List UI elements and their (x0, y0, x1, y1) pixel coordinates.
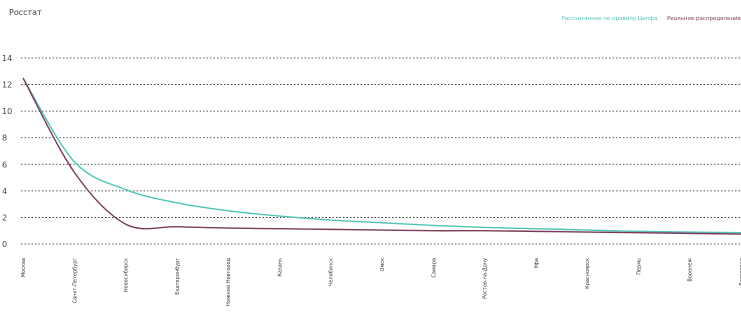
x-tick-label: Самара (431, 258, 437, 278)
y-tick-label: 6 (2, 160, 7, 169)
y-tick-label: 14 (2, 54, 12, 63)
y-tick-label: 4 (2, 187, 7, 196)
x-tick-label: Казань (277, 258, 283, 277)
x-tick-label: Санкт-Петербург (72, 258, 78, 304)
series-line-1 (22, 77, 741, 235)
x-tick-label: Челябинск (329, 258, 335, 286)
x-tick-label: Нижний Новгород (225, 257, 232, 306)
x-tick-label: Пермь (636, 258, 642, 275)
y-tick-label: 10 (2, 107, 12, 116)
x-tick-label: Ростов-на-Дону (483, 258, 489, 299)
y-tick-label: 2 (2, 213, 7, 222)
y-tick-label: 8 (2, 134, 7, 143)
y-tick-label: 0 (2, 240, 7, 249)
x-tick-label: Новосибирск (124, 258, 130, 292)
legend-real: Реальное распределение (667, 16, 741, 22)
x-tick-label: Омск (380, 258, 386, 271)
x-tick-label: Москва (21, 258, 27, 277)
x-tick-label: Волгоград (739, 257, 741, 285)
legend-zipf: Рассчитанное по правилу Ципфа (561, 16, 658, 22)
x-tick-label: Екатеринбург (175, 258, 181, 295)
source-label: Росстат (9, 8, 42, 17)
legend: Рассчитанное по правилу Ципфа Реальное р… (553, 16, 741, 22)
x-tick-label: Красноярск (585, 258, 591, 289)
y-tick-label: 12 (2, 81, 12, 90)
x-tick-label: Уфа (534, 258, 540, 268)
x-tick-label: Воронеж (688, 258, 694, 282)
series-line-0 (22, 77, 741, 234)
